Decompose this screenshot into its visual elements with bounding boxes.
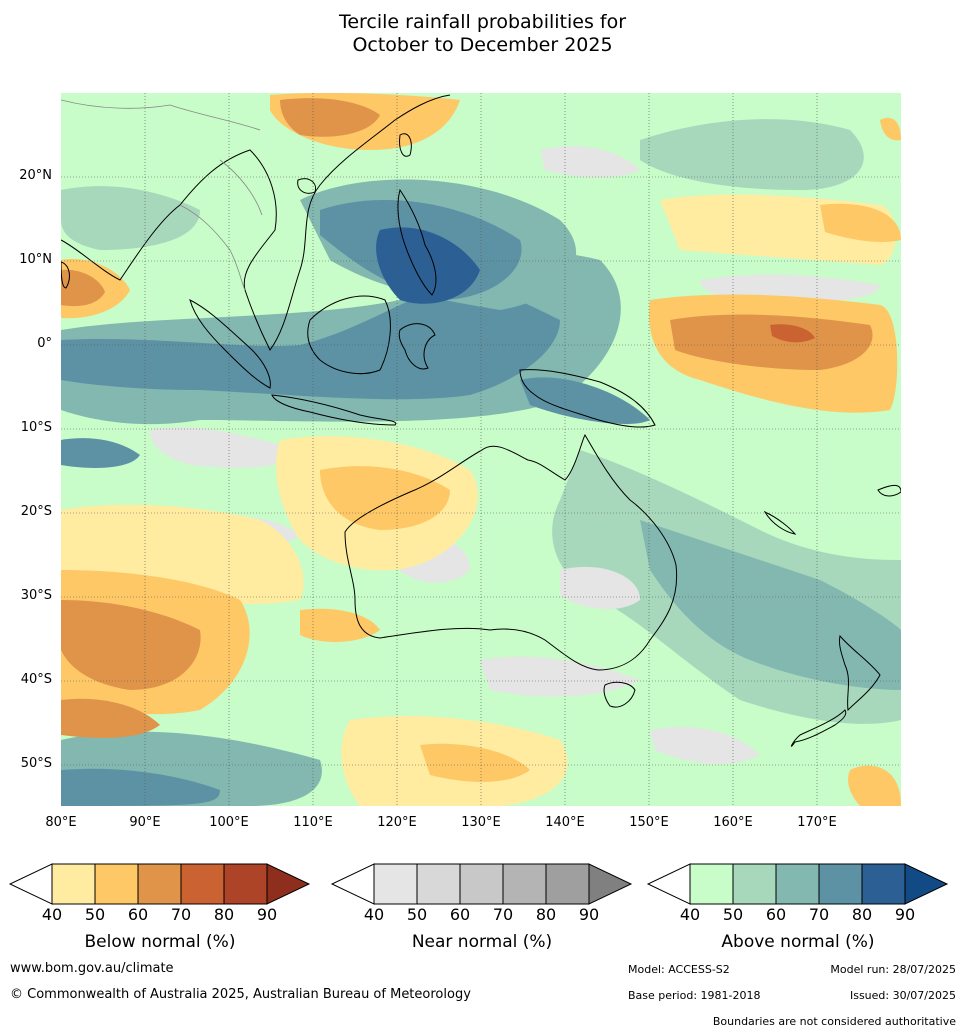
- colorbar-above-tick-90: 90: [894, 905, 916, 924]
- colorbar-below-tick-60: 60: [127, 905, 149, 924]
- colorbar-above-label: Above normal (%): [721, 932, 875, 952]
- lat-label-10n: 10°N: [19, 252, 52, 267]
- colorbar-above-swatch-3: [819, 864, 862, 904]
- colorbar-above-normal: [646, 863, 949, 905]
- colorbar-near-swatch-3: [503, 864, 546, 904]
- lat-label-10s: 10°S: [20, 420, 52, 435]
- lat-label-50s: 50°S: [20, 756, 52, 771]
- lat-label-20s: 20°S: [20, 504, 52, 519]
- lon-label-170e: 170°E: [797, 815, 837, 830]
- philippines-coastline: [397, 188, 437, 296]
- colorbar-near-tick-70: 70: [492, 905, 514, 924]
- colorbar-above-upper-extension: [904, 863, 949, 905]
- colorbar-near-tick-40: 40: [363, 905, 385, 924]
- colorbar-near-swatch-2: [460, 864, 503, 904]
- base-period: Base period: 1981-2018: [628, 989, 761, 1002]
- colorbar-near-upper-extension: [588, 863, 633, 905]
- lon-label-160e: 160°E: [713, 815, 753, 830]
- java-coastline: [271, 394, 397, 426]
- issued-date: Issued: 30/07/2025: [849, 989, 956, 1002]
- colorbar-above-tick-50: 50: [722, 905, 744, 924]
- colorbar-above-tick-40: 40: [679, 905, 701, 924]
- colorbar-below-swatch-1: [95, 864, 138, 904]
- colorbar-near-swatch-4: [546, 864, 589, 904]
- colorbar-above-tick-60: 60: [765, 905, 787, 924]
- colorbar-near-tick-60: 60: [449, 905, 471, 924]
- colorbar-above-tick-70: 70: [808, 905, 830, 924]
- copyright-notice: © Commonwealth of Australia 2025, Austra…: [10, 987, 471, 1002]
- colorbar-near-normal: [330, 863, 633, 905]
- new-caledonia-coastline: [763, 510, 797, 535]
- colorbar-below-swatch-3: [181, 864, 224, 904]
- colorbar-near-lower-extension: [330, 863, 375, 905]
- colorbar-below-upper-extension: [266, 863, 311, 905]
- colorbar-near-label: Near normal (%): [411, 932, 553, 952]
- colorbar-above-swatch-4: [862, 864, 905, 904]
- borneo-coastline: [307, 295, 391, 375]
- colorbar-below-label: Below normal (%): [84, 932, 236, 952]
- colorbar-near-tick-90: 90: [578, 905, 600, 924]
- lat-label-20n: 20°N: [19, 168, 52, 183]
- colorbar-above-lower-extension: [646, 863, 691, 905]
- lat-label-40s: 40°S: [20, 672, 52, 687]
- lon-label-140e: 140°E: [545, 815, 585, 830]
- colorbar-below-tick-80: 80: [213, 905, 235, 924]
- map-title-line-2: October to December 2025: [352, 34, 613, 56]
- lon-label-100e: 100°E: [209, 815, 249, 830]
- colorbar-above-swatch-2: [776, 864, 819, 904]
- colorbar-above-tick-80: 80: [851, 905, 873, 924]
- boundaries-disclaimer: Boundaries are not considered authoritat…: [712, 1015, 956, 1028]
- website-link[interactable]: www.bom.gov.au/climate: [10, 961, 174, 976]
- lon-label-120e: 120°E: [377, 815, 417, 830]
- colorbar-below-normal: [8, 863, 311, 905]
- lat-label-0: 0°: [37, 336, 52, 351]
- sri-lanka-coastline: [61, 261, 70, 289]
- colorbar-near-swatch-0: [374, 864, 417, 904]
- colorbar-below-tick-40: 40: [41, 905, 63, 924]
- sumatra-coastline: [189, 299, 271, 389]
- colorbar-above-swatch-0: [690, 864, 733, 904]
- fiji-coastline: [877, 484, 901, 497]
- colorbar-below-tick-70: 70: [170, 905, 192, 924]
- colorbar-below-swatch-4: [224, 864, 267, 904]
- colorbar-below-lower-extension: [8, 863, 53, 905]
- lon-label-90e: 90°E: [129, 815, 161, 830]
- graticule: [61, 93, 901, 806]
- colorbar-near-tick-80: 80: [535, 905, 557, 924]
- new-zealand-north-coastline: [839, 634, 881, 712]
- probability-map: [61, 93, 901, 806]
- colorbar-above-swatch-1: [733, 864, 776, 904]
- colorbar-below-swatch-0: [52, 864, 95, 904]
- coastlines: [61, 94, 901, 747]
- hainan-coastline: [297, 178, 317, 194]
- tasmania-coastline: [603, 681, 636, 708]
- country-borders: [61, 99, 263, 291]
- lon-label-110e: 110°E: [293, 815, 333, 830]
- australia-coastline: [344, 434, 678, 671]
- taiwan-coastline: [399, 133, 412, 157]
- below-normal-regions: [61, 93, 901, 806]
- model-run-date: Model run: 28/07/2025: [830, 963, 956, 976]
- colorbar-below-tick-50: 50: [84, 905, 106, 924]
- model-name: Model: ACCESS-S2: [628, 963, 730, 976]
- lat-label-30s: 30°S: [20, 588, 52, 603]
- sulawesi-coastline: [398, 323, 436, 370]
- map-title-line-1: Tercile rainfall probabilities for: [338, 11, 627, 33]
- colorbar-near-tick-50: 50: [406, 905, 428, 924]
- colorbar-below-tick-90: 90: [256, 905, 278, 924]
- lon-label-130e: 130°E: [461, 815, 501, 830]
- colorbar-below-swatch-2: [138, 864, 181, 904]
- lon-label-150e: 150°E: [629, 815, 669, 830]
- new-zealand-south-coastline: [790, 709, 847, 747]
- new-guinea-coastline: [519, 369, 656, 428]
- lon-label-80e: 80°E: [45, 815, 77, 830]
- above-normal-regions: [61, 119, 901, 806]
- colorbar-near-swatch-1: [417, 864, 460, 904]
